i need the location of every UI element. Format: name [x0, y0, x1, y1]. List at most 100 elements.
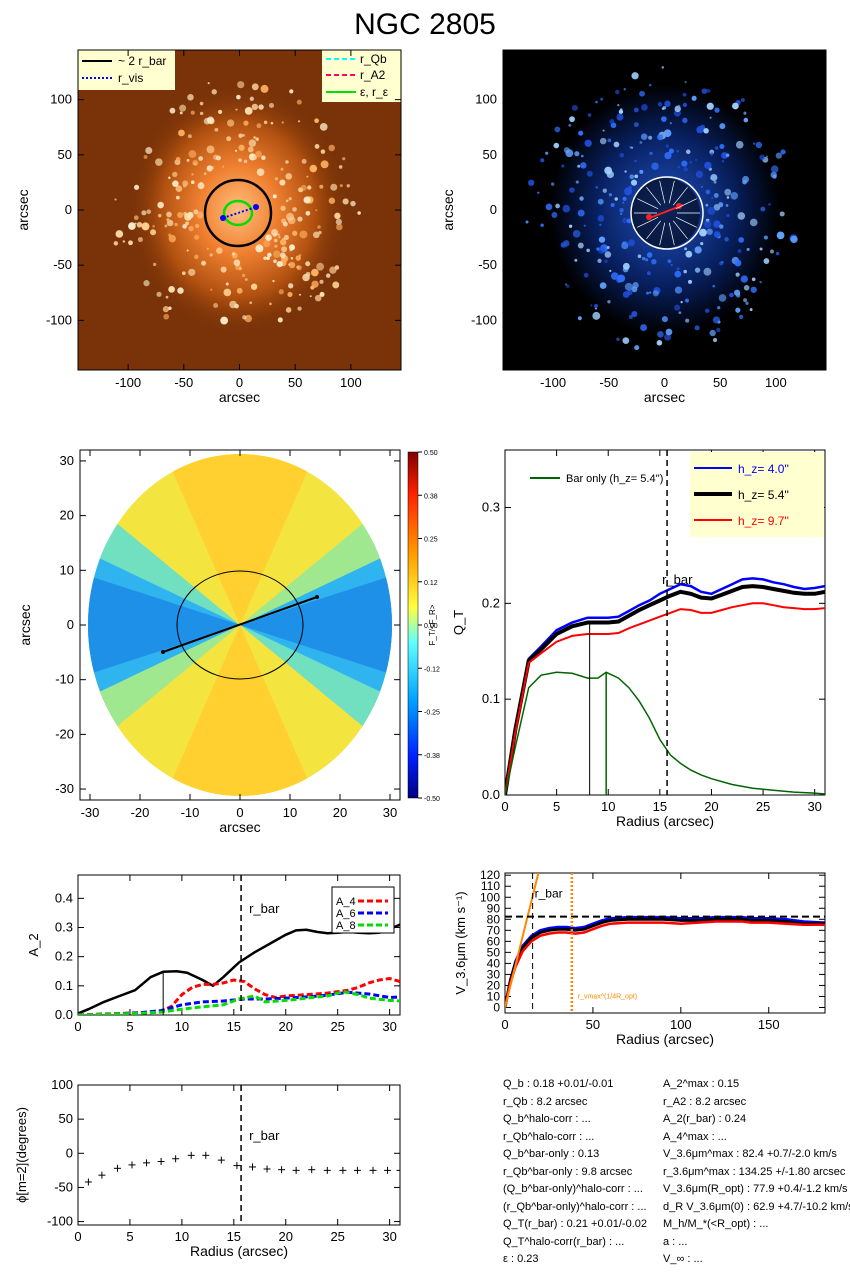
data-point — [263, 1165, 271, 1173]
y-tick-label: 0.2 — [482, 595, 500, 610]
x-tick-label: -20 — [131, 805, 150, 820]
y-tick-label: -30 — [55, 781, 74, 796]
data-point — [384, 1166, 392, 1174]
data-point — [157, 1157, 165, 1165]
y-tick-label: -10 — [55, 672, 74, 687]
y-tick-label: 10 — [60, 562, 74, 577]
parameter-line: M_h/M_*(<R_opt) : ... — [663, 1218, 769, 1230]
x-tick-label: 30 — [382, 1229, 396, 1244]
y-axis-label: arcsec — [440, 189, 456, 230]
colorbar-tick-label: -0.12 — [424, 666, 440, 673]
parameter-line: A_2^max : 0.15 — [663, 1078, 740, 1090]
series-line — [505, 915, 825, 1008]
x-tick-label: 50 — [713, 375, 727, 390]
y-tick-label: 0.4 — [55, 890, 73, 905]
colorbar-tick-label: -0.50 — [424, 796, 440, 803]
y-tick-label: 100 — [480, 890, 500, 904]
colorbar-tick-label: -0.38 — [424, 753, 440, 760]
x-tick-label: 100 — [340, 375, 362, 390]
page-title: NGC 2805 — [354, 8, 496, 41]
y-tick-label: 80 — [487, 912, 501, 926]
data-point — [233, 1162, 241, 1170]
data-point — [128, 1161, 136, 1169]
rvis-endpoint — [220, 215, 226, 221]
y-tick-label: 60 — [487, 934, 501, 948]
parameter-line: Q_b^halo-corr : ... — [503, 1113, 591, 1125]
parameter-line: Q_b^bar-only : 0.13 — [503, 1148, 600, 1160]
parameter-line: (Q_b^bar-only)^halo-corr : ... — [503, 1183, 643, 1195]
rbar-circle — [630, 176, 704, 250]
x-tick-label: 50 — [586, 1017, 600, 1032]
y-tick-label: 30 — [60, 453, 74, 468]
parameter-line: r_Qb : 8.2 arcsec — [503, 1095, 588, 1108]
data-point — [84, 1178, 92, 1186]
y-tick-label: 0.3 — [55, 920, 73, 935]
legend-2rbar: ~ 2 r_bar — [118, 54, 166, 68]
y-axis-label: arcsec — [17, 604, 33, 645]
x-tick-label: -100 — [115, 375, 141, 390]
x-tick-label: 10 — [283, 805, 297, 820]
x-tick-label: 30 — [382, 1019, 396, 1034]
series-line — [505, 577, 825, 795]
x-tick-label: -30 — [81, 805, 100, 820]
phase-spokes — [634, 180, 700, 246]
parameter-line: (r_Qb^bar-only)^halo-corr : ... — [503, 1200, 647, 1213]
y-tick-label: 0 — [66, 1145, 73, 1160]
y-tick-label: 0 — [65, 202, 72, 217]
x-tick-label: 50 — [288, 375, 302, 390]
rvis-endpoint — [253, 204, 259, 210]
parameter-line: V_3.6μm(R_opt) : 77.9 +0.4/-1.2 km/s — [663, 1183, 848, 1195]
plot-frame — [504, 872, 826, 1014]
parameter-line: V_3.6μm^max : 82.4 +0.7/-2.0 km/s — [663, 1148, 837, 1160]
data-point — [323, 1166, 331, 1174]
legend-box-left — [78, 50, 175, 90]
two-rbar-circle — [203, 178, 273, 248]
parameter-line: r_Qb^halo-corr : ... — [503, 1130, 595, 1143]
y-tick-label: 70 — [487, 923, 501, 937]
legend-epsilon: ε, r_ε — [360, 85, 389, 99]
x-tick-label: 0 — [74, 1019, 81, 1034]
x-tick-label: 150 — [758, 1017, 780, 1032]
parameter-line: a : ... — [663, 1235, 688, 1248]
y-tick-label: 0.3 — [482, 500, 500, 515]
x-tick-label: 0 — [236, 805, 243, 820]
y-tick-label: -100 — [471, 312, 497, 327]
data-point — [187, 1151, 195, 1159]
colorbar-tick-label: 0.12 — [424, 580, 438, 587]
x-tick-label: 20 — [279, 1229, 293, 1244]
x-axis-label: Radius (arcsec) — [190, 1243, 288, 1259]
data-point — [113, 1164, 121, 1172]
am-legend-entry: A_6 — [336, 908, 356, 920]
hii-knots — [525, 66, 798, 351]
data-point — [339, 1166, 347, 1174]
qt-legend-entry: h_z= 5.4'' — [738, 488, 789, 502]
y-tick-label: 0.0 — [55, 1007, 73, 1022]
parameter-line: r_3.6μm^max : 134.25 +/-1.80 arcsec — [663, 1165, 846, 1178]
y-tick-label: 0.1 — [55, 978, 73, 993]
x-tick-label: 30 — [807, 799, 821, 814]
x-tick-label: 20 — [333, 805, 347, 820]
parameter-line: Q_b : 0.18 +0.01/-0.01 — [503, 1078, 614, 1090]
x-tick-label: 5 — [126, 1019, 133, 1034]
data-point — [202, 1151, 210, 1159]
parameter-line: r_Qb^bar-only : 9.8 arcsec — [503, 1165, 633, 1178]
rbar-label: r_bar — [662, 572, 693, 587]
x-tick-label: -50 — [599, 375, 618, 390]
x-tick-label: -100 — [540, 375, 566, 390]
x-tick-label: 15 — [227, 1229, 241, 1244]
data-point — [278, 1166, 286, 1174]
am-legend-entry: A_8 — [336, 920, 356, 932]
y-axis-label: arcsec — [15, 189, 31, 230]
data-point — [172, 1155, 180, 1163]
x-tick-label: 20 — [279, 1019, 293, 1034]
data-point — [292, 1166, 300, 1174]
y-tick-label: 30 — [487, 967, 501, 981]
galaxy-image-right: -100 -50 0 50 100 100 50 0 -50 -100 arcsec arcsec — [440, 49, 827, 405]
y-tick-label: 0 — [490, 202, 497, 217]
parameter-line: A_4^max : ... — [663, 1130, 727, 1143]
rbar-label: r_bar — [249, 901, 280, 916]
legend-rqb: r_Qb — [360, 52, 387, 66]
x-tick-label: 10 — [601, 799, 615, 814]
x-tick-label: 10 — [175, 1229, 189, 1244]
x-tick-label: 5 — [553, 799, 560, 814]
